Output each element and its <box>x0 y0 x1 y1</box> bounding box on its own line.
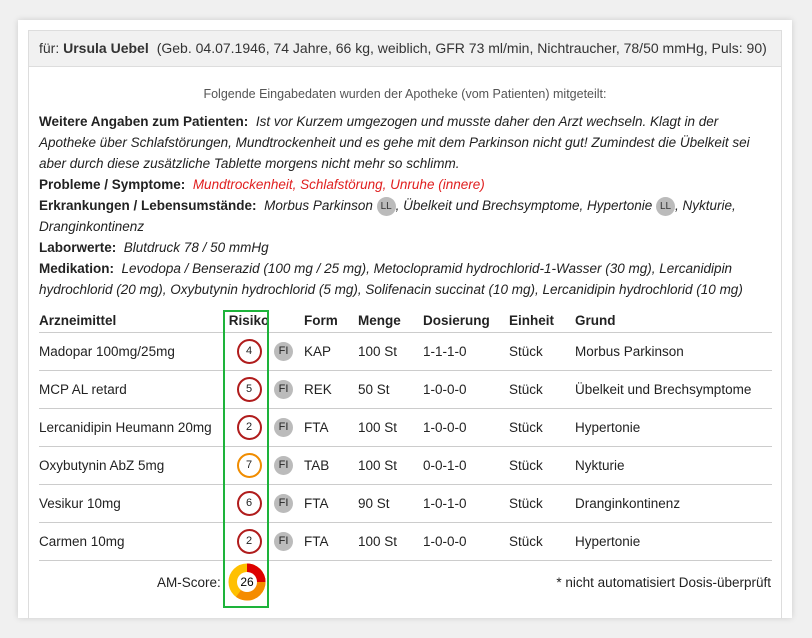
dosierung: 1-0-0-0 <box>423 370 509 409</box>
risk-badge[interactable]: 7 <box>236 453 262 478</box>
drug-name: Carmen 10mg <box>39 522 224 561</box>
einheit: Stück <box>509 522 575 561</box>
dosierung: 1-0-0-0 <box>423 408 509 447</box>
fi-icon[interactable]: FI <box>274 342 293 361</box>
weitere-text: Ist vor Kurzem umgezogen und musste dahe… <box>39 114 750 171</box>
fi-icon[interactable]: FI <box>274 456 293 475</box>
window: für: Ursula Uebel (Geb. 04.07.1946, 74 Ja… <box>18 20 792 619</box>
col-dosierung: Dosierung <box>423 308 509 333</box>
form: FTA <box>304 408 358 447</box>
einheit: Stück <box>509 332 575 371</box>
menge: 100 St <box>358 408 423 447</box>
patient-header: für: Ursula Uebel (Geb. 04.07.1946, 74 Ja… <box>29 31 781 67</box>
table-row[interactable]: Oxybutynin AbZ 5mg 7 FI TAB 100 St 0-0-1… <box>39 446 772 485</box>
risk-badge[interactable]: 6 <box>236 491 262 516</box>
erk-text: , Nykturie, Dranginkontinenz <box>39 198 736 234</box>
footer-note: * nicht automatisiert Dosis-überprüft <box>556 575 771 590</box>
risk-badge[interactable]: 4 <box>236 339 262 364</box>
table-row[interactable]: MCP AL retard 5 FI REK 50 St 1-0-0-0 Stü… <box>39 370 772 409</box>
col-menge: Menge <box>358 308 423 333</box>
drug-name: Vesikur 10mg <box>39 484 224 523</box>
col-grund: Grund <box>575 308 772 333</box>
label: Laborwerte: <box>39 240 117 255</box>
table-row[interactable]: Lercanidipin Heumann 20mg 2 FI FTA 100 S… <box>39 408 772 447</box>
labor-text: Blutdruck 78 / 50 mmHg <box>123 240 269 255</box>
label: Medikation: <box>39 261 115 276</box>
form: FTA <box>304 484 358 523</box>
form: FTA <box>304 522 358 561</box>
grund: Hypertonie <box>575 408 772 447</box>
patient-info: Weitere Angaben zum Patienten: Ist vor K… <box>29 111 781 300</box>
footer: AM-Score: 26 * nicht automatisiert Dosis… <box>29 561 781 601</box>
einheit: Stück <box>509 408 575 447</box>
menge: 90 St <box>358 484 423 523</box>
medication-table: Arzneimittel Risiko Form Menge Dosierung… <box>39 308 772 561</box>
col-arzneimittel: Arzneimittel <box>39 308 224 333</box>
label: Weitere Angaben zum Patienten: <box>39 114 249 129</box>
risk-badge[interactable]: 2 <box>236 529 262 554</box>
risk-badge[interactable]: 5 <box>236 377 262 402</box>
einheit: Stück <box>509 484 575 523</box>
dosierung: 1-0-1-0 <box>423 484 509 523</box>
table-row[interactable]: Carmen 10mg 2 FI FTA 100 St 1-0-0-0 Stüc… <box>39 522 772 561</box>
drug-name: Lercanidipin Heumann 20mg <box>39 408 224 447</box>
grund: Hypertonie <box>575 522 772 561</box>
fi-icon[interactable]: FI <box>274 494 293 513</box>
patient-details: (Geb. 04.07.1946, 74 Jahre, 66 kg, weibl… <box>156 40 767 56</box>
label: Probleme / Symptome: <box>39 177 186 192</box>
form: REK <box>304 370 358 409</box>
dosierung: 0-0-1-0 <box>423 446 509 485</box>
probleme-text: Mundtrockenheit, Schlafstörung, Unruhe (… <box>192 177 485 192</box>
menge: 100 St <box>358 332 423 371</box>
am-score-value: 26 <box>240 575 254 589</box>
prefix: für: <box>39 40 60 56</box>
fi-icon[interactable]: FI <box>274 532 293 551</box>
grund: Nykturie <box>575 446 772 485</box>
ll-badge[interactable]: LL <box>656 196 676 216</box>
medikation-text: Levodopa / Benserazid (100 mg / 25 mg), … <box>39 261 743 297</box>
patient-name: Ursula Uebel <box>63 40 149 56</box>
ll-badge[interactable]: LL <box>376 196 396 216</box>
menge: 100 St <box>358 446 423 485</box>
erk-text: Morbus Parkinson <box>264 198 373 213</box>
drug-name: Madopar 100mg/25mg <box>39 332 224 371</box>
einheit: Stück <box>509 446 575 485</box>
fi-icon[interactable]: FI <box>274 380 293 399</box>
form: KAP <box>304 332 358 371</box>
label: Erkrankungen / Lebensumstände: <box>39 198 257 213</box>
form: TAB <box>304 446 358 485</box>
grund: Dranginkontinenz <box>575 484 772 523</box>
grund: Übelkeit und Brechsymptome <box>575 370 772 409</box>
col-form: Form <box>304 308 358 333</box>
table-row[interactable]: Vesikur 10mg 6 FI FTA 90 St 1-0-1-0 Stüc… <box>39 484 772 523</box>
table-row[interactable]: Madopar 100mg/25mg 4 FI KAP 100 St 1-1-1… <box>39 332 772 371</box>
drug-name: Oxybutynin AbZ 5mg <box>39 446 224 485</box>
risk-badge[interactable]: 2 <box>236 415 262 440</box>
menge: 100 St <box>358 522 423 561</box>
col-einheit: Einheit <box>509 308 575 333</box>
col-fi <box>274 308 304 333</box>
donut-red <box>228 563 266 601</box>
menge: 50 St <box>358 370 423 409</box>
intro-text: Folgende Eingabedaten wurden der Apothek… <box>203 87 607 101</box>
dosierung: 1-0-0-0 <box>423 522 509 561</box>
fi-icon[interactable]: FI <box>274 418 293 437</box>
einheit: Stück <box>509 370 575 409</box>
am-score-donut: 26 <box>228 563 266 601</box>
erk-text: , Übelkeit und Brechsymptome, Hypertonie <box>395 198 653 213</box>
drug-name: MCP AL retard <box>39 370 224 409</box>
risk-column-highlight <box>223 310 269 608</box>
patient-card: für: Ursula Uebel (Geb. 04.07.1946, 74 Ja… <box>28 30 782 619</box>
dosierung: 1-1-1-0 <box>423 332 509 371</box>
am-score-label: AM-Score: <box>157 575 221 590</box>
col-risiko: Risiko <box>224 308 274 333</box>
grund: Morbus Parkinson <box>575 332 772 371</box>
